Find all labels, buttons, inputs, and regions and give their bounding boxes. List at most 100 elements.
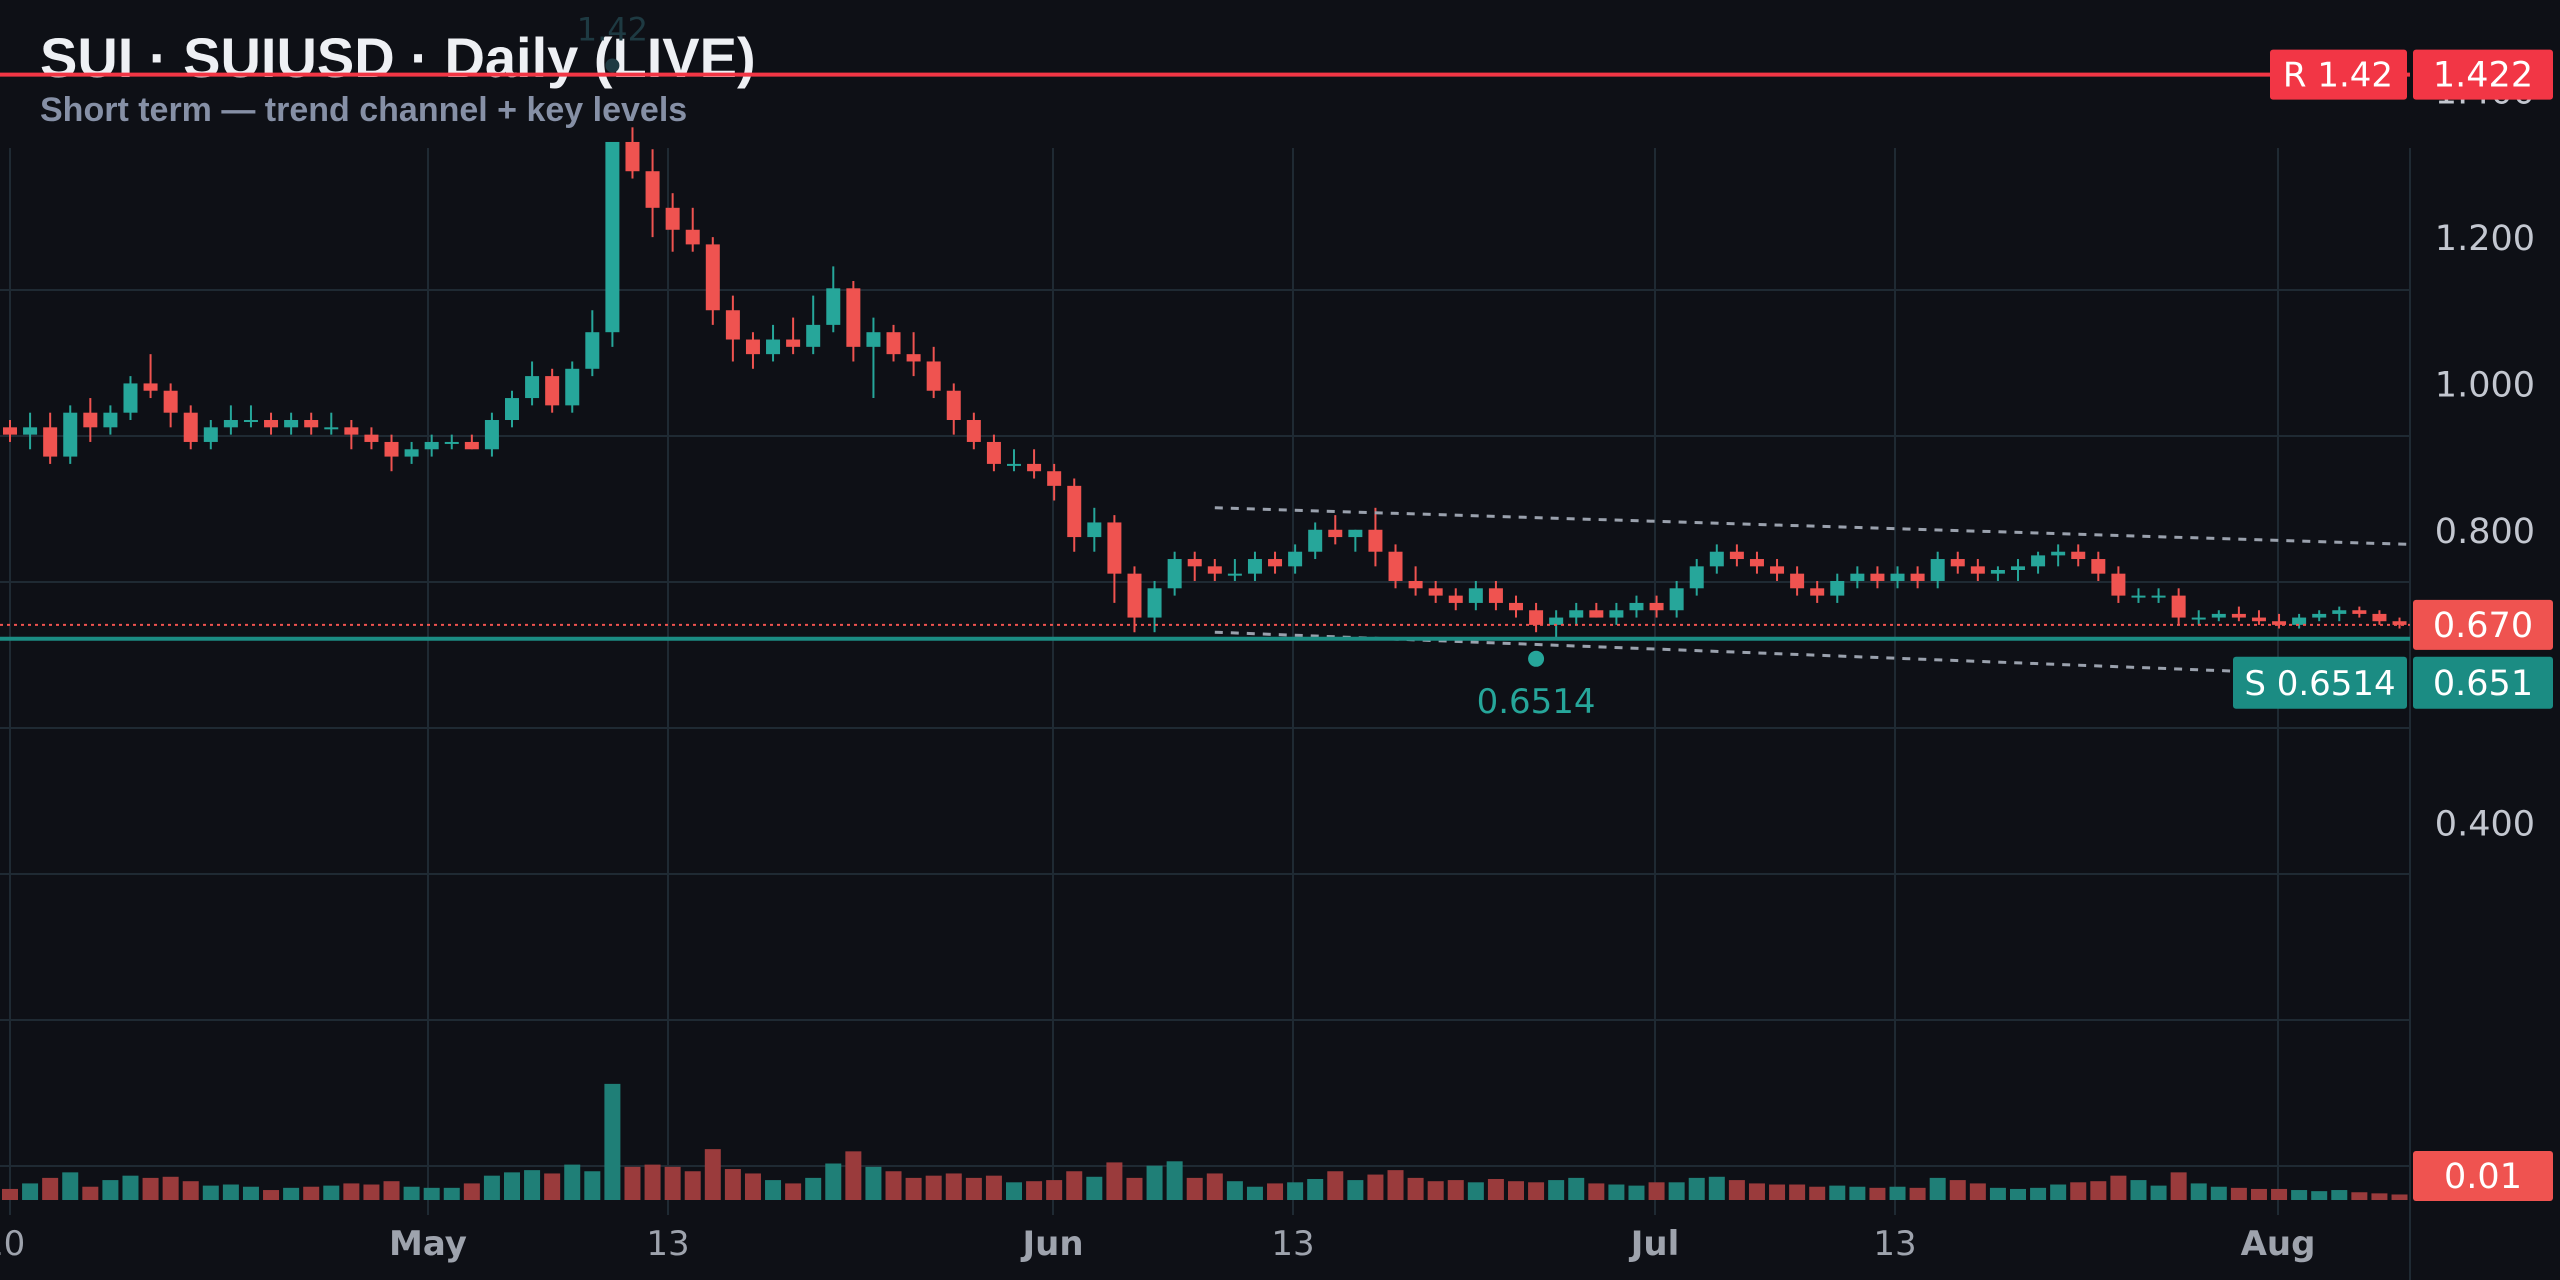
time-tick-label: 13: [1271, 1224, 1314, 1264]
high-annotation-label: 1.42: [577, 10, 648, 48]
low-annotation-label: 0.6514: [1477, 682, 1596, 722]
volume-bar: [965, 1177, 982, 1200]
volume-bar: [2331, 1190, 2348, 1200]
level-labels: R 1.42 1.422 0.670 S 0.6514 0.651 0.01: [2233, 49, 2553, 1201]
support-price-tag: [2413, 656, 2553, 709]
volume-bar: [1929, 1177, 1946, 1200]
volume-bar: [1146, 1165, 1163, 1200]
candle-body: [2251, 617, 2266, 622]
volume-bar: [604, 1083, 621, 1200]
volume-bar: [1006, 1182, 1022, 1200]
volume-bar: [1467, 1182, 1484, 1200]
volume-bar: [2110, 1175, 2127, 1200]
volume-bar: [985, 1175, 1002, 1200]
volume-bar: [2311, 1191, 2328, 1200]
candle-body: [766, 339, 781, 355]
volume-bar: [2250, 1188, 2267, 1200]
volume-bar: [1226, 1181, 1243, 1200]
time-tick-label: 13: [1873, 1224, 1916, 1264]
candle-body: [1207, 566, 1222, 574]
candle-body: [1749, 559, 1764, 567]
last-price-tag: [2413, 599, 2553, 650]
candle-body: [585, 332, 600, 369]
chart-subtitle: Short term — trend channel + key levels: [40, 91, 688, 129]
channel-upper-line: [1214, 506, 2410, 546]
candle-body: [525, 376, 540, 399]
candle-body: [1810, 588, 1825, 596]
candle-body: [1870, 573, 1885, 581]
candle-body: [1549, 617, 1564, 625]
volume-bar: [1307, 1178, 1324, 1200]
resistance-price-tag: [2413, 49, 2553, 100]
volume-bar: [624, 1166, 641, 1200]
candle-body: [1790, 573, 1805, 589]
candle-body: [1227, 573, 1242, 576]
volume-bar: [1748, 1183, 1765, 1200]
volume-bar: [1909, 1187, 1926, 1200]
candle-body: [284, 420, 299, 428]
volume-bar: [1829, 1185, 1846, 1200]
candle-body: [1689, 566, 1704, 589]
candle-body: [1247, 559, 1262, 574]
volume-bar: [865, 1166, 882, 1200]
chart-grid: [0, 148, 2411, 1280]
candle-body: [364, 434, 379, 442]
resistance-price-text: 1.422: [2433, 56, 2533, 96]
candle-body: [1930, 559, 1945, 581]
candle-body: [1308, 529, 1323, 552]
chart-overlays: 1.42 0.6514: [0, 10, 2410, 722]
price-axis-background: [2412, 148, 2560, 1280]
candle-body: [1729, 551, 1744, 560]
candle-body: [1408, 580, 1423, 589]
candle-body: [1107, 522, 1122, 574]
volume-bar: [1628, 1185, 1645, 1200]
volume-bar: [483, 1175, 500, 1200]
candle-body: [1348, 529, 1363, 538]
candle-body: [846, 288, 861, 347]
candle-body: [665, 207, 680, 230]
candle-body: [324, 427, 339, 430]
candle-body: [143, 383, 158, 391]
volume-bar: [263, 1190, 280, 1200]
candle-body: [183, 412, 198, 442]
candle-body: [886, 332, 901, 355]
candle-body: [103, 412, 118, 428]
high-marker-dot: [605, 58, 620, 73]
support-level-tag: [2233, 656, 2407, 709]
candle-body: [2392, 621, 2407, 625]
volume-bar: [2190, 1183, 2207, 1200]
volume-bar: [162, 1176, 179, 1200]
volume-bar: [1508, 1181, 1524, 1200]
volume-bar: [1548, 1180, 1565, 1200]
time-axis: 10 May 13 Jun 13 Jul 13 Aug: [0, 1224, 2315, 1264]
candle-body: [2292, 617, 2307, 625]
candle-body: [1288, 551, 1303, 567]
volume-bar: [22, 1183, 39, 1200]
candle-body: [203, 427, 218, 442]
price-tick-label: 1.200: [2435, 219, 2535, 259]
volume-value-text: 0.01: [2444, 1157, 2522, 1197]
volume-bar: [1407, 1177, 1424, 1200]
candle-body: [1368, 529, 1383, 552]
candle-body: [384, 441, 399, 457]
volume-bar: [1347, 1180, 1364, 1200]
candle-body: [223, 420, 238, 428]
price-tick-label: 0.800: [2435, 512, 2535, 552]
volume-bar: [1287, 1182, 1304, 1200]
volume-bar: [1046, 1180, 1063, 1200]
volume-bar: [1106, 1162, 1123, 1200]
volume-bar: [2170, 1172, 2187, 1200]
volume-bar: [363, 1184, 380, 1200]
candle-body: [1890, 573, 1905, 581]
volume-bar: [1126, 1177, 1143, 1200]
last-price-text: 0.670: [2433, 606, 2533, 646]
volume-bar: [1568, 1177, 1585, 1200]
candle-body: [2151, 595, 2166, 598]
candle-body: [264, 420, 279, 428]
candle-body: [826, 288, 841, 325]
time-tick-label: Jun: [1020, 1224, 1083, 1264]
volume-bar: [1588, 1183, 1605, 1200]
resistance-level-tag: [2270, 49, 2407, 100]
volume-bar: [1487, 1178, 1504, 1200]
